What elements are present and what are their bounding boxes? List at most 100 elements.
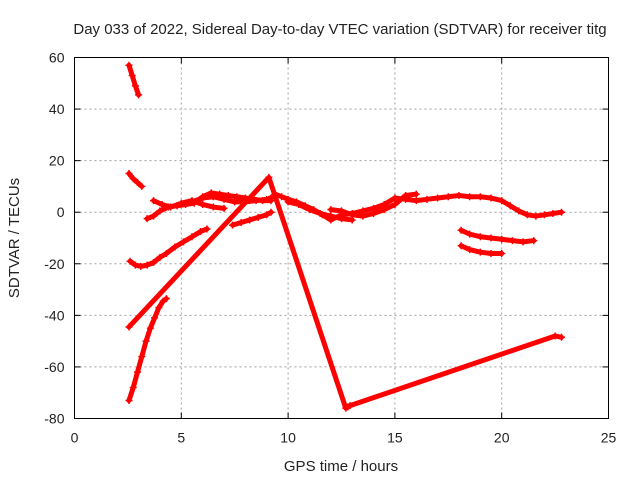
x-axis-label: GPS time / hours: [284, 458, 398, 475]
series-trace: [127, 226, 210, 269]
data-point: [197, 228, 205, 236]
series-trace: [126, 171, 145, 189]
x-tick-label: 10: [280, 430, 296, 446]
data-point: [263, 211, 271, 219]
plot-frame: [74, 57, 609, 419]
x-tick-label: 5: [177, 430, 185, 446]
data-point: [284, 198, 292, 206]
data-point: [457, 242, 465, 250]
data-point: [156, 253, 164, 261]
series-arc-11: [327, 190, 420, 220]
data-point: [457, 226, 465, 234]
data-point: [171, 243, 179, 251]
data-point: [316, 210, 324, 218]
data-point: [391, 194, 399, 202]
data-point: [265, 195, 273, 203]
data-point: [246, 216, 254, 224]
data-point: [179, 238, 187, 246]
data-point: [515, 207, 523, 215]
y-axis-label: SDTVAR / TECUs: [6, 178, 23, 298]
data-point: [391, 200, 399, 208]
data-point: [128, 72, 136, 80]
data-point: [359, 212, 367, 220]
data-point: [252, 197, 260, 205]
y-tick-label: -80: [44, 411, 64, 427]
series-arc-2: [125, 170, 146, 190]
x-tick-label: 15: [387, 430, 403, 446]
data-point: [466, 230, 474, 238]
data-point: [558, 333, 566, 341]
data-point: [143, 215, 151, 223]
data-point: [134, 368, 142, 376]
data-point: [370, 210, 378, 218]
data-point: [265, 173, 273, 181]
data-point: [466, 193, 474, 201]
data-point: [498, 197, 506, 205]
data-point: [327, 206, 335, 214]
data-point: [125, 396, 133, 404]
data-point: [150, 212, 158, 220]
data-point: [402, 191, 410, 199]
data-point: [125, 323, 133, 331]
data-point: [177, 199, 185, 207]
data-point: [476, 233, 484, 241]
y-tick-label: -60: [44, 359, 64, 375]
series-arc-3: [126, 225, 211, 270]
data-point: [162, 249, 170, 257]
data-point: [129, 384, 137, 392]
data-point: [125, 61, 133, 69]
series-arc-13: [457, 242, 506, 257]
x-tick-label: 0: [71, 430, 79, 446]
series-trace: [266, 191, 565, 223]
x-tick-label: 25: [601, 430, 617, 446]
data-point: [199, 200, 207, 208]
grid: [74, 57, 609, 419]
data-point: [135, 91, 143, 99]
data-points: [125, 61, 566, 412]
data-point: [498, 235, 506, 243]
data-point: [487, 249, 495, 257]
data-point: [131, 82, 139, 90]
data-point: [455, 191, 463, 199]
data-point: [150, 197, 158, 205]
data-point: [412, 197, 420, 205]
data-point: [506, 202, 514, 210]
series-arc-7: [188, 193, 271, 206]
data-point: [138, 182, 146, 190]
data-point: [476, 248, 484, 256]
data-point: [278, 193, 286, 201]
data-point: [305, 206, 313, 214]
y-tick-label: 20: [49, 153, 65, 169]
data-point: [498, 249, 506, 257]
series-arc-4: [125, 295, 170, 404]
data-point: [229, 221, 237, 229]
data-point: [519, 238, 527, 246]
data-point: [220, 195, 228, 203]
y-tick-label: 40: [49, 101, 65, 117]
data-point: [188, 233, 196, 241]
data-point: [549, 210, 557, 218]
data-point: [423, 195, 431, 203]
data-point: [487, 194, 495, 202]
data-point: [267, 208, 275, 216]
data-point: [551, 332, 559, 340]
data-point: [338, 215, 345, 223]
y-tick-label: 60: [49, 50, 65, 66]
data-point: [188, 198, 196, 206]
series-isolated: [125, 173, 566, 412]
data-point: [137, 262, 145, 270]
data-point: [327, 212, 335, 220]
data-point: [150, 258, 158, 266]
data-point: [237, 219, 245, 227]
data-point: [138, 353, 146, 361]
data-point: [233, 193, 241, 201]
data-point: [476, 193, 484, 201]
data-point: [143, 261, 151, 269]
series-arc-12: [457, 226, 538, 246]
data-point: [412, 190, 420, 198]
series-arc-10: [284, 198, 356, 224]
data-point: [231, 198, 239, 206]
data-point: [466, 246, 474, 254]
data-point: [131, 261, 139, 269]
